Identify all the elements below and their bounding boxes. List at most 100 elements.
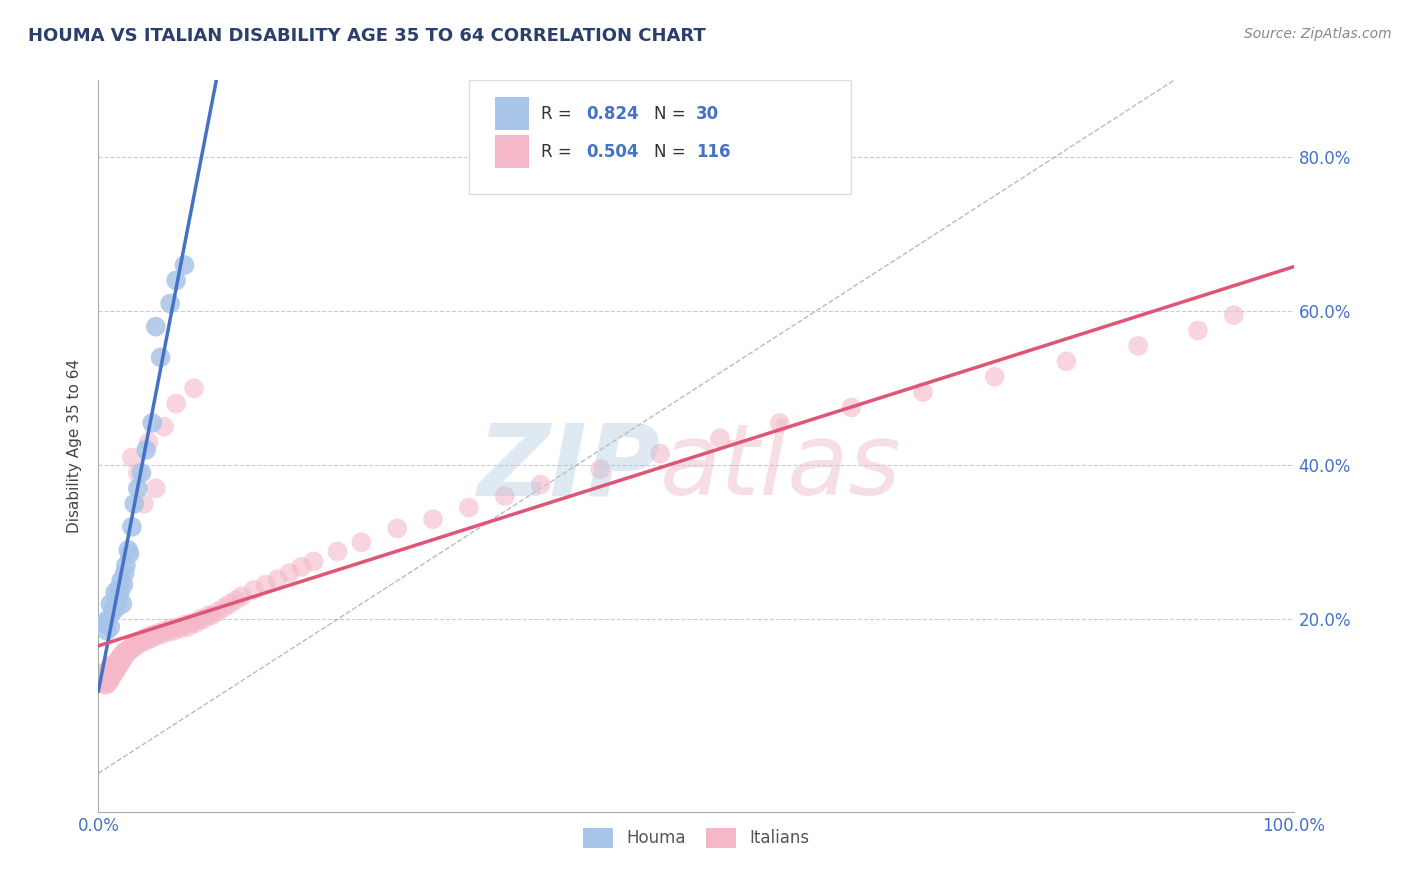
Point — [166, 620, 188, 634]
Point — [101, 658, 124, 673]
Point — [127, 466, 149, 480]
Point — [96, 678, 118, 692]
Point — [350, 535, 373, 549]
Point — [148, 626, 170, 640]
Point — [96, 624, 118, 638]
Point — [177, 620, 200, 634]
Point — [183, 381, 205, 395]
Point — [104, 658, 127, 673]
Point — [112, 650, 135, 665]
Point — [291, 560, 314, 574]
Point — [145, 481, 167, 495]
Point — [121, 639, 143, 653]
Y-axis label: Disability Age 35 to 64: Disability Age 35 to 64 — [67, 359, 83, 533]
Point — [159, 296, 181, 310]
Point — [98, 666, 122, 681]
Bar — [495, 135, 529, 168]
Point — [108, 585, 131, 599]
Point — [458, 500, 481, 515]
Point — [163, 624, 186, 638]
Point — [124, 639, 146, 653]
Point — [278, 566, 301, 580]
Point — [98, 660, 122, 674]
Point — [118, 641, 141, 656]
Point — [589, 462, 612, 476]
Text: 116: 116 — [696, 143, 731, 161]
Point — [138, 435, 160, 450]
Point — [165, 273, 187, 287]
Point — [98, 620, 122, 634]
Point — [91, 670, 114, 684]
Point — [648, 447, 672, 461]
Point — [180, 616, 202, 631]
Point — [121, 520, 143, 534]
Point — [494, 489, 516, 503]
Point — [111, 647, 134, 661]
Point — [98, 666, 121, 681]
Point — [231, 589, 253, 603]
Point — [124, 497, 146, 511]
Point — [98, 597, 122, 611]
Point — [173, 258, 195, 272]
Point — [193, 612, 215, 626]
Point — [101, 667, 124, 681]
Point — [984, 369, 1007, 384]
Point — [170, 622, 193, 636]
Point — [530, 477, 553, 491]
Point — [132, 497, 155, 511]
Point — [156, 625, 179, 640]
Point — [385, 521, 409, 535]
Point — [145, 629, 167, 643]
Point — [107, 658, 129, 673]
Point — [100, 670, 122, 684]
Point — [124, 637, 146, 651]
Point — [138, 629, 160, 643]
Text: N =: N = — [654, 143, 690, 161]
Point — [1056, 354, 1078, 368]
Point — [165, 397, 187, 411]
Point — [1187, 324, 1209, 338]
Point — [149, 351, 172, 365]
Point — [135, 633, 157, 648]
Text: ZIP: ZIP — [477, 419, 661, 516]
Point — [219, 597, 242, 611]
Text: N =: N = — [654, 105, 690, 123]
Point — [103, 600, 125, 615]
Point — [131, 466, 153, 480]
Point — [243, 582, 266, 597]
Point — [97, 612, 120, 626]
Point — [91, 673, 114, 688]
FancyBboxPatch shape — [470, 80, 852, 194]
Point — [118, 547, 141, 561]
Point — [110, 649, 132, 664]
Point — [131, 635, 153, 649]
Point — [153, 419, 176, 434]
Point — [145, 319, 167, 334]
Text: HOUMA VS ITALIAN DISABILITY AGE 35 TO 64 CORRELATION CHART: HOUMA VS ITALIAN DISABILITY AGE 35 TO 64… — [28, 27, 706, 45]
Point — [159, 622, 181, 636]
Point — [132, 632, 155, 646]
Point — [326, 544, 349, 558]
Point — [139, 632, 162, 646]
Point — [114, 649, 136, 664]
Point — [93, 678, 115, 692]
Point — [110, 655, 132, 669]
Point — [841, 401, 863, 415]
Point — [94, 673, 117, 688]
Bar — [495, 97, 529, 130]
Text: 30: 30 — [696, 105, 718, 123]
Point — [111, 652, 134, 666]
Point — [114, 566, 136, 580]
Point — [98, 673, 121, 688]
Point — [107, 655, 129, 669]
Point — [142, 627, 165, 641]
Point — [201, 608, 224, 623]
Point — [267, 572, 290, 586]
Point — [254, 577, 277, 591]
Point — [212, 600, 235, 615]
Point — [141, 416, 163, 430]
Point — [104, 665, 127, 679]
Point — [127, 481, 149, 495]
Point — [103, 657, 125, 671]
Point — [108, 657, 131, 671]
